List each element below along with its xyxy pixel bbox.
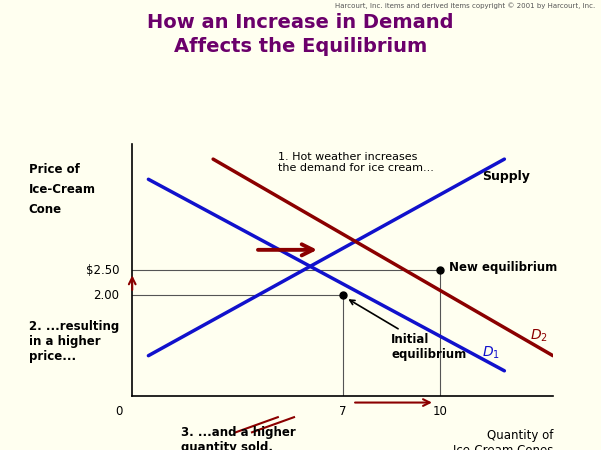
Text: 2.00: 2.00 [93,289,119,302]
Text: How an Increase in Demand
Affects the Equilibrium: How an Increase in Demand Affects the Eq… [147,14,454,56]
Text: 3. ...and a higher
quantity sold.: 3. ...and a higher quantity sold. [181,426,296,450]
Text: 7: 7 [339,405,346,418]
Text: Ice-Cream: Ice-Cream [29,183,96,196]
Text: $D_1$: $D_1$ [482,345,499,361]
Text: Supply: Supply [482,170,529,183]
Text: Cone: Cone [29,203,62,216]
Text: Harcourt, Inc. items and derived items copyright © 2001 by Harcourt, Inc.: Harcourt, Inc. items and derived items c… [335,2,595,9]
Text: 2. ...resulting
in a higher
price...: 2. ...resulting in a higher price... [29,320,119,364]
Text: $2.50: $2.50 [86,264,119,276]
Text: 1. Hot weather increases
the demand for ice cream...: 1. Hot weather increases the demand for … [278,152,434,173]
Text: 10: 10 [432,405,447,418]
Text: $D_2$: $D_2$ [530,327,548,344]
Text: New equilibrium: New equilibrium [450,261,558,274]
Text: 0: 0 [115,405,123,418]
Text: Initial
equilibrium: Initial equilibrium [350,300,466,361]
Text: Quantity of
Ice-Cream Cones: Quantity of Ice-Cream Cones [453,429,553,450]
Text: Price of: Price of [29,163,79,176]
